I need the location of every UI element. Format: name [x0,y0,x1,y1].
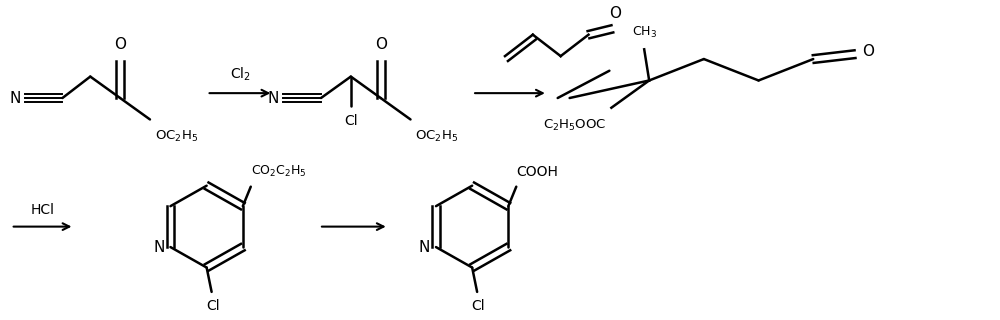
Text: OC$_2$H$_5$: OC$_2$H$_5$ [155,129,198,144]
Text: COOH: COOH [516,165,558,179]
Text: Cl: Cl [344,114,358,128]
Text: O: O [114,37,126,52]
Text: HCl: HCl [31,203,55,217]
Text: C$_2$H$_5$OOC: C$_2$H$_5$OOC [543,117,606,132]
Text: Cl: Cl [471,299,485,313]
Text: CH$_3$: CH$_3$ [632,24,657,40]
Text: N: N [153,240,165,255]
Text: Cl: Cl [206,299,219,313]
Text: N: N [419,240,430,255]
Text: O: O [609,6,621,21]
Text: Cl$_2$: Cl$_2$ [230,66,250,84]
Text: N: N [268,91,279,106]
Text: OC$_2$H$_5$: OC$_2$H$_5$ [415,129,459,144]
Text: O: O [862,44,874,59]
Text: O: O [375,37,387,52]
Text: CO$_2$C$_2$H$_5$: CO$_2$C$_2$H$_5$ [251,164,306,179]
Text: N: N [9,91,20,106]
